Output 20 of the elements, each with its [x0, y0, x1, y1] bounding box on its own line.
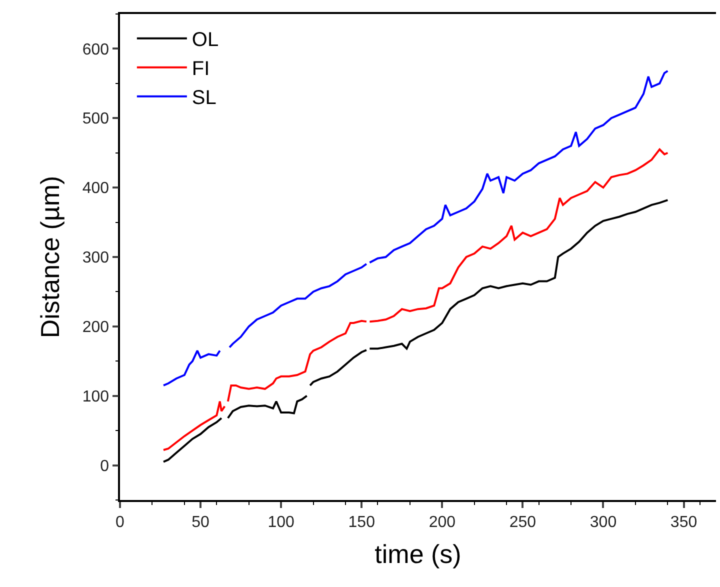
y-axis-title: Distance (µm): [35, 176, 66, 338]
y-tick-label: 400: [82, 180, 110, 198]
x-tick-label: 300: [590, 514, 617, 531]
x-tick-label: 0: [116, 514, 125, 531]
x-tick-label: 250: [509, 514, 536, 531]
x-tick-label: 100: [268, 514, 295, 531]
x-tick-label: 50: [192, 514, 210, 531]
legend-label: OL: [192, 29, 219, 52]
y-tick-label: 500: [82, 110, 110, 128]
y-tick-label: 300: [82, 250, 110, 267]
y-tick-label: 600: [82, 41, 110, 58]
y-tick-label: 200: [82, 319, 110, 336]
legend-label: SL: [192, 87, 216, 110]
x-tick-label: 350: [670, 514, 698, 531]
x-axis-title: time (s): [374, 539, 462, 570]
y-tick-label: 0: [100, 458, 110, 475]
legend-label: FI: [192, 58, 210, 80]
y-tick-label: 100: [82, 388, 110, 406]
x-tick-label: 200: [428, 514, 456, 531]
x-tick-label: 150: [348, 514, 376, 531]
